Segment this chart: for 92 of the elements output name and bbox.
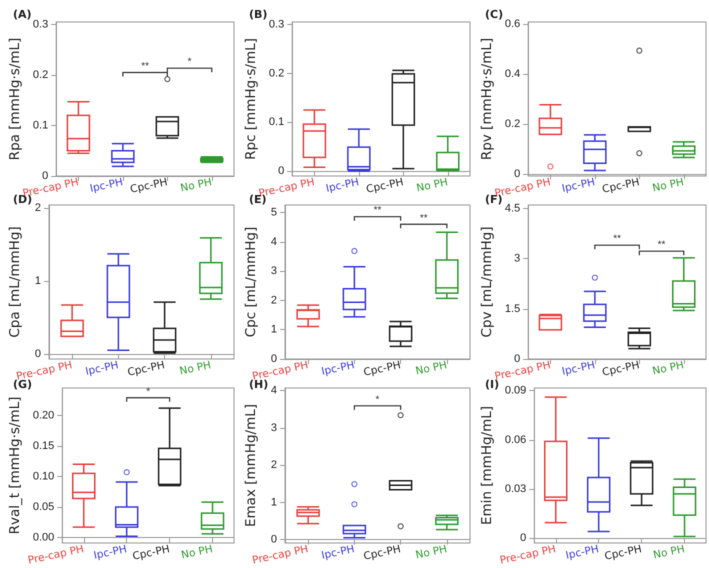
- x-tick-label: Ipc-PH: [84, 359, 120, 378]
- x-tick-label: No PH: [652, 543, 686, 562]
- x-tick-label: Ipc-PH: [324, 176, 360, 195]
- y-axis-title: Cpc [mL/mmHg]: [243, 226, 259, 338]
- chart-title: (H): [249, 378, 268, 391]
- y-tick-label: 2: [34, 202, 41, 214]
- x-tick-label: Ipc-PH: [564, 543, 600, 562]
- x-tick-label: Pre-cap PH: [251, 543, 310, 567]
- chart-title: (C): [485, 8, 504, 21]
- x-tick-label: Cpc-PH: [362, 543, 402, 563]
- x-tick-label: Cpc-PH: [365, 176, 405, 196]
- y-tick-label: 0.09: [504, 384, 526, 397]
- x-tick-label: Cpc-PH: [601, 359, 641, 379]
- y-tick-label: 1: [270, 496, 277, 508]
- y-tick-label: 0: [42, 170, 48, 182]
- y-tick-label: 0: [34, 348, 41, 360]
- x-tick-label: Ipc-PH: [320, 359, 356, 378]
- y-tick-label: 0.6: [504, 18, 520, 30]
- x-tick-label: No PH: [414, 359, 448, 378]
- x-tick-label: Cpc-PH: [129, 176, 169, 196]
- y-tick-label: 0.2: [32, 69, 48, 82]
- annotation: **: [658, 240, 666, 251]
- y-tick-label: 0.06: [504, 434, 526, 446]
- chart-title: (A): [13, 8, 32, 21]
- x-tick-label: No PH: [179, 176, 214, 194]
- x-tick-label: Cpc-PH: [362, 359, 402, 379]
- x-tick-label: No PH: [178, 359, 212, 378]
- annotation: *: [146, 386, 150, 398]
- x-tick-label: Cpc-PH: [603, 543, 643, 563]
- x-tick-label: Pre-cap PH: [26, 543, 86, 567]
- y-tick-label: 0: [514, 353, 520, 365]
- y-tick-label: 2: [270, 294, 277, 306]
- x-tick-label: No PH: [414, 543, 448, 562]
- annotation: **: [420, 212, 428, 224]
- y-tick-label: 3: [270, 265, 277, 278]
- x-tick-label: No PH: [415, 176, 450, 194]
- y-tick-label: 0: [278, 165, 284, 178]
- y-tick-label: 1.5: [504, 302, 520, 315]
- y-axis-title: Cpa [mL/mmHg]: [7, 226, 23, 338]
- chart-title: (B): [249, 8, 268, 21]
- annotation: *: [188, 56, 192, 68]
- y-tick-label: 0: [270, 534, 277, 546]
- y-tick-label: 3: [270, 422, 277, 434]
- y-tick-label: 0.1: [268, 116, 284, 128]
- x-tick-label: No PH: [651, 359, 686, 378]
- y-tick-label: 0.2: [268, 67, 284, 80]
- y-tick-label: 0.1: [32, 120, 48, 132]
- y-tick-label: 0.00: [32, 532, 54, 544]
- y-tick-label: 1: [270, 324, 277, 336]
- y-tick-label: 4: [270, 384, 277, 397]
- x-tick-label: Ipc-PH: [88, 176, 124, 195]
- y-axis-title: Rpc [mmHg·s/mL]: [243, 38, 259, 160]
- y-tick-label: 0.20: [32, 409, 54, 422]
- x-tick-label: Ipc-PH: [560, 359, 596, 378]
- annotation: **: [374, 205, 382, 216]
- y-tick-label: 0: [514, 168, 520, 180]
- y-tick-label: 2: [270, 459, 277, 472]
- y-axis-title: Cpv [mL/mmHg]: [479, 226, 495, 338]
- x-tick-label: Pre-cap PH: [498, 543, 558, 567]
- y-tick-label: 0.05: [32, 500, 54, 513]
- x-tick-label: Ipc-PH: [560, 176, 596, 195]
- y-axis-title: Rpa [mmHg·s/mL]: [7, 38, 23, 160]
- x-tick-label: Ipc-PH: [320, 543, 356, 562]
- x-tick-label: Cpc-PH: [126, 359, 166, 379]
- y-axis-title: Emax [mmHg/mL]: [243, 404, 259, 528]
- y-tick-label: 4.5: [504, 202, 520, 214]
- y-tick-label: 0.03: [504, 482, 526, 495]
- x-tick-label: Cpc-PH: [131, 543, 171, 563]
- y-tick-label: 0.4: [504, 68, 520, 80]
- y-axis-title: Emin [mmHg/mL]: [479, 406, 495, 526]
- y-tick-label: 1: [34, 274, 41, 287]
- y-tick-label: 5: [270, 206, 277, 219]
- y-tick-label: 0: [270, 353, 277, 365]
- chart-title: (G): [13, 378, 32, 391]
- y-tick-label: 0.3: [32, 18, 48, 31]
- y-axis-title: Rpv [mmHg·s/mL]: [479, 38, 495, 160]
- y-tick-label: 0.10: [32, 470, 54, 482]
- y-tick-label: 0: [520, 532, 526, 544]
- x-tick-label: Ipc-PH: [92, 543, 128, 562]
- y-tick-label: 0.2: [504, 118, 520, 130]
- y-tick-label: 0.3: [268, 18, 284, 30]
- y-tick-label: 4: [270, 236, 277, 248]
- y-tick-label: 0.15: [32, 440, 54, 452]
- annotation: *: [376, 394, 380, 406]
- y-axis-title: Rval_t [mmHg·s/mL]: [7, 396, 23, 534]
- x-tick-label: No PH: [651, 176, 686, 194]
- annotation: **: [613, 234, 622, 245]
- chart-title: (I): [485, 378, 500, 391]
- x-tick-label: No PH: [180, 543, 214, 562]
- annotation: **: [141, 61, 150, 72]
- y-tick-label: 3: [514, 252, 520, 265]
- x-tick-label: Cpc-PH: [601, 176, 641, 196]
